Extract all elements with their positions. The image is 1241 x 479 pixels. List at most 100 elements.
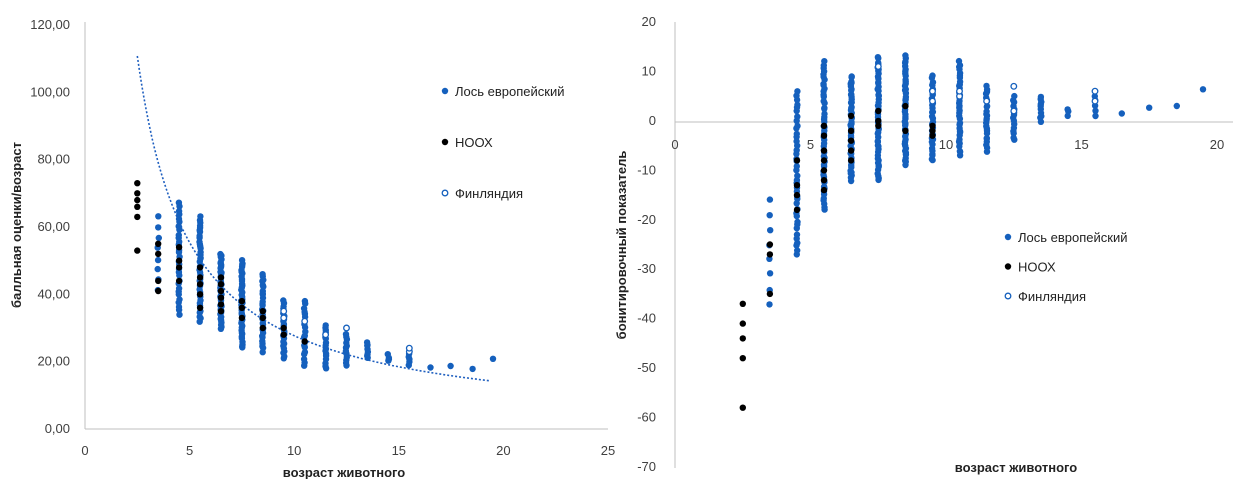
right-point-black [902,127,909,134]
right-point-open [1010,107,1018,115]
right-point-black [793,191,801,199]
left-point-open [405,344,413,352]
left-point-black [217,294,225,301]
left-point-black [196,304,204,311]
right-point-black [875,107,882,115]
left-legend-label: НООХ [455,135,493,150]
left-point-black [196,281,204,288]
right-point-blue [794,101,801,109]
right-point-blue [821,104,828,112]
right-point-blue [983,108,990,115]
right-point-black [766,241,774,248]
right-point-blue [793,130,800,138]
right-y-tick-label: -10 [637,162,656,177]
left-point-blue [280,297,287,304]
right-point-blue [794,218,801,226]
right-point-blue [983,102,991,110]
right-point-black [739,300,746,307]
left-point-black [134,190,141,197]
right-point-black [820,157,828,164]
right-point-blue [956,147,964,155]
left-point-black [175,257,183,264]
right-y-tick-label: -20 [637,212,656,227]
right-point-blue [794,247,801,254]
right-point-blue [766,270,774,277]
right-legend-marker [1004,263,1012,270]
right-point-black [820,167,828,174]
right-point-blue [821,58,828,65]
left-point-black [238,297,246,305]
right-x-tick-label: 15 [1074,137,1088,152]
right-point-blue [766,196,774,203]
left-y-tick-label: 20,00 [37,354,70,369]
right-point-black [847,157,855,164]
right-point-blue [848,78,855,86]
left-point-blue [300,305,308,312]
right-point-blue [794,88,801,95]
left-point-blue [155,224,162,231]
right-point-blue [766,212,773,219]
right-x-tick-labels: 0 5 10 15 20 [671,137,1224,152]
right-point-blue [955,57,963,65]
right-y-tick-label: -60 [637,410,656,425]
right-point-black [929,122,936,129]
left-point-blue [300,355,308,363]
left-point-blue [489,355,497,362]
right-point-black [847,112,855,120]
left-x-tick-label: 10 [287,443,301,458]
left-point-black [155,250,162,258]
left-point-blue [363,339,371,346]
right-point-black [847,127,855,134]
right-point-black [766,251,774,258]
right-point-blue [1092,107,1099,115]
left-point-black [217,274,225,281]
left-point-blue [175,285,183,292]
right-point-black [739,355,746,362]
right-point-black [793,182,801,189]
left-point-blue [301,348,309,356]
right-point-blue [793,163,800,170]
left-point-black [175,277,183,285]
right-point-blue [794,113,801,120]
left-legend-label: Финляндия [455,186,523,201]
right-point-blue [821,110,828,118]
left-point-blue [155,234,162,242]
right-legend: Лось европейский НООХ Финляндия [1004,230,1127,304]
left-point-black [259,308,266,315]
left-point-blue [175,207,183,215]
left-point-black [217,308,225,315]
left-point-blue [301,297,309,305]
left-point-black [217,301,225,308]
right-point-blue [1173,102,1181,110]
left-point-black [175,264,183,271]
right-point-black [739,320,746,327]
right-point-blue [794,122,801,130]
left-data-points [134,180,497,373]
right-y-tick-label: 0 [649,113,656,128]
left-x-axis-title: возраст животного [283,465,405,479]
right-legend-label: НООХ [1018,260,1056,275]
left-point-blue [154,256,162,264]
left-legend-label: Лось европейский [455,84,564,99]
right-y-tick-label: -70 [637,459,656,474]
left-point-blue [384,351,391,358]
left-point-black [259,324,266,332]
left-point-black [196,274,204,281]
right-point-blue [874,54,882,61]
left-point-black [134,196,141,204]
right-legend-label: Лось европейский [1018,230,1127,245]
right-y-axis-title: бонитировочный показатель [614,151,629,340]
left-x-tick-labels: 0 5 10 15 20 25 [81,443,615,458]
right-data-points [739,52,1207,411]
left-point-black [217,287,225,295]
left-point-blue [154,265,161,273]
left-point-black [280,331,287,338]
right-x-tick-label: 5 [807,137,814,152]
right-point-black [820,177,828,184]
left-point-black [155,277,162,285]
right-point-black [875,117,882,125]
right-point-blue [766,301,773,308]
right-legend-marker [1004,292,1012,300]
left-point-blue [322,322,329,329]
